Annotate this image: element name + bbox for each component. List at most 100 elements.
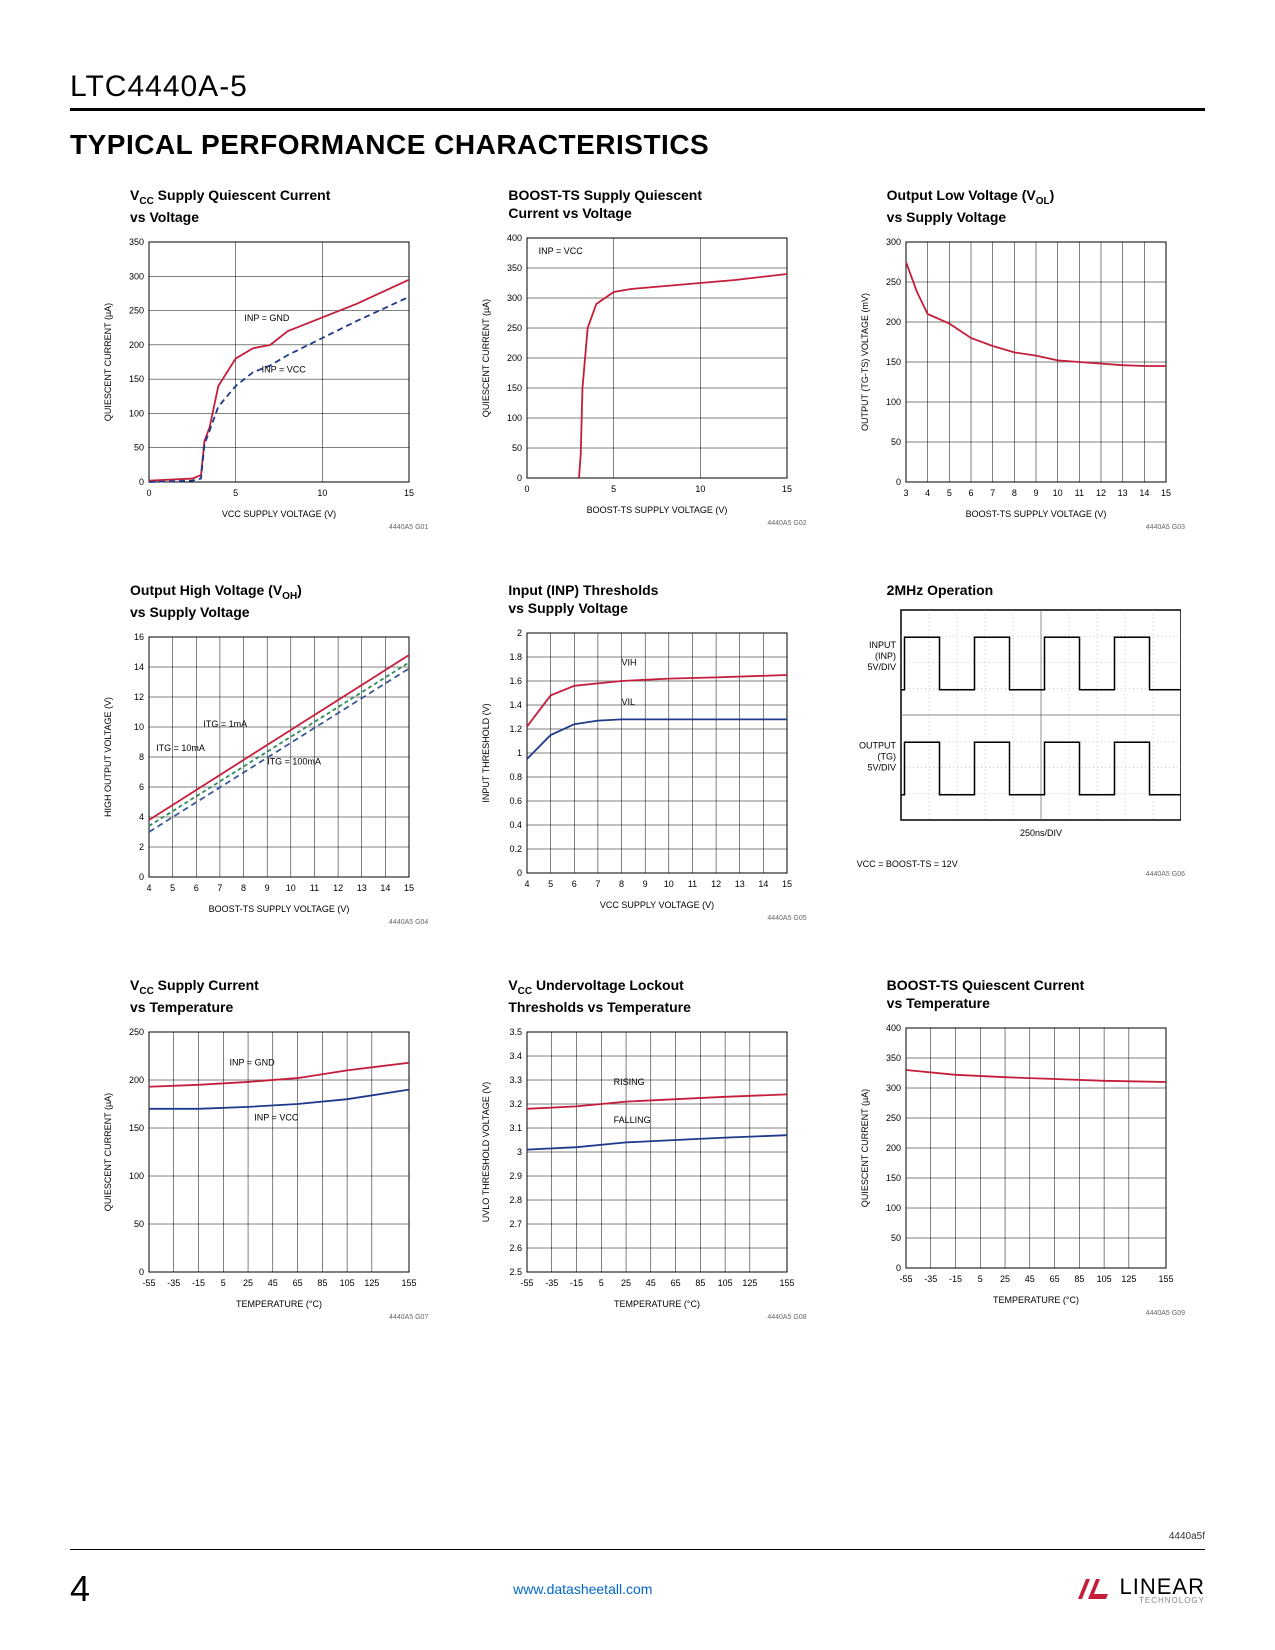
svg-text:350: 350 xyxy=(886,1053,901,1063)
svg-text:INP = VCC: INP = VCC xyxy=(539,246,584,256)
svg-text:0: 0 xyxy=(896,1263,901,1273)
svg-text:RISING: RISING xyxy=(614,1077,645,1087)
svg-text:250: 250 xyxy=(129,1027,144,1037)
svg-text:12: 12 xyxy=(712,879,722,889)
footer: 4 www.datasheetall.com LINEAR TECHNOLOGY xyxy=(70,1568,1205,1610)
svg-text:INP = VCC: INP = VCC xyxy=(254,1112,299,1122)
svg-text:15: 15 xyxy=(404,883,414,893)
chart-c8: -55-35-155254565851051251552.52.62.72.82… xyxy=(477,1022,797,1312)
svg-text:HIGH OUTPUT VOLTAGE (V): HIGH OUTPUT VOLTAGE (V) xyxy=(103,697,113,817)
svg-text:155: 155 xyxy=(780,1278,795,1288)
svg-text:8: 8 xyxy=(1012,488,1017,498)
svg-text:(INP): (INP) xyxy=(875,651,896,661)
svg-text:10: 10 xyxy=(664,879,674,889)
svg-text:65: 65 xyxy=(671,1278,681,1288)
svg-text:250: 250 xyxy=(886,277,901,287)
svg-text:350: 350 xyxy=(507,263,522,273)
svg-text:3.3: 3.3 xyxy=(510,1075,523,1085)
svg-text:105: 105 xyxy=(1096,1274,1111,1284)
svg-text:FALLING: FALLING xyxy=(614,1115,651,1125)
footer-rule xyxy=(70,1549,1205,1550)
svg-text:QUIESCENT CURRENT (µA): QUIESCENT CURRENT (µA) xyxy=(860,1089,870,1207)
chart-title: BOOST-TS Supply QuiescentCurrent vs Volt… xyxy=(508,186,702,222)
svg-text:100: 100 xyxy=(507,413,522,423)
svg-text:0.2: 0.2 xyxy=(510,844,523,854)
svg-text:INPUT: INPUT xyxy=(869,640,897,650)
svg-text:2.8: 2.8 xyxy=(510,1195,523,1205)
svg-text:3.2: 3.2 xyxy=(510,1099,523,1109)
svg-text:-35: -35 xyxy=(546,1278,559,1288)
svg-text:50: 50 xyxy=(134,1219,144,1229)
svg-text:300: 300 xyxy=(886,1083,901,1093)
svg-text:155: 155 xyxy=(1158,1274,1173,1284)
svg-text:12: 12 xyxy=(1096,488,1106,498)
svg-text:150: 150 xyxy=(129,1123,144,1133)
svg-text:15: 15 xyxy=(1161,488,1171,498)
chart-code: 4440A5 G02 xyxy=(458,520,816,527)
chart-cell-c4: Output High Voltage (VOH)vs Supply Volta… xyxy=(80,581,438,926)
chart-cell-c8: VCC Undervoltage LockoutThresholds vs Te… xyxy=(458,976,816,1321)
svg-text:1: 1 xyxy=(517,748,522,758)
svg-text:5V/DIV: 5V/DIV xyxy=(867,763,896,773)
svg-text:125: 125 xyxy=(1121,1274,1136,1284)
svg-text:2.6: 2.6 xyxy=(510,1243,523,1253)
svg-text:200: 200 xyxy=(129,340,144,350)
svg-text:200: 200 xyxy=(507,353,522,363)
svg-text:-55: -55 xyxy=(521,1278,534,1288)
svg-text:QUIESCENT CURRENT (µA): QUIESCENT CURRENT (µA) xyxy=(481,299,491,417)
charts-grid: VCC Supply Quiescent Currentvs Voltage 0 5… xyxy=(70,186,1205,1321)
chart-title: Output High Voltage (VOH)vs Supply Volta… xyxy=(130,581,302,621)
chart-cell-c7: VCC Supply Currentvs Temperature-55-35-1… xyxy=(80,976,438,1321)
svg-text:-35: -35 xyxy=(924,1274,937,1284)
svg-text:10: 10 xyxy=(696,484,706,494)
svg-text:TEMPERATURE (°C): TEMPERATURE (°C) xyxy=(615,1299,701,1309)
chart-code: 4440A5 G06 xyxy=(837,871,1195,878)
svg-text:2.5: 2.5 xyxy=(510,1267,523,1277)
svg-text:0.6: 0.6 xyxy=(510,796,523,806)
svg-text:10: 10 xyxy=(1052,488,1062,498)
svg-text:155: 155 xyxy=(402,1278,417,1288)
footer-link[interactable]: www.datasheetall.com xyxy=(513,1581,652,1597)
svg-text:1.6: 1.6 xyxy=(510,676,523,686)
svg-text:5: 5 xyxy=(612,484,617,494)
svg-text:0.8: 0.8 xyxy=(510,772,523,782)
svg-text:BOOST-TS SUPPLY VOLTAGE (V): BOOST-TS SUPPLY VOLTAGE (V) xyxy=(587,505,728,515)
svg-text:BOOST-TS SUPPLY VOLTAGE (V): BOOST-TS SUPPLY VOLTAGE (V) xyxy=(209,904,350,914)
svg-text:85: 85 xyxy=(696,1278,706,1288)
svg-text:TEMPERATURE (°C): TEMPERATURE (°C) xyxy=(236,1299,322,1309)
svg-text:2.7: 2.7 xyxy=(510,1219,523,1229)
svg-text:13: 13 xyxy=(735,879,745,889)
svg-text:BOOST-TS SUPPLY VOLTAGE (V): BOOST-TS SUPPLY VOLTAGE (V) xyxy=(965,509,1106,519)
chart-code: 4440A5 G01 xyxy=(80,524,438,531)
svg-text:9: 9 xyxy=(643,879,648,889)
svg-text:100: 100 xyxy=(129,1171,144,1181)
chart-c7: -55-35-155254565851051251550501001502002… xyxy=(99,1022,419,1312)
chart-c5: 45678910111213141500.20.40.60.811.21.41.… xyxy=(477,623,797,913)
svg-text:150: 150 xyxy=(129,374,144,384)
svg-text:4: 4 xyxy=(525,879,530,889)
scope-note: VCC = BOOST-TS = 12V xyxy=(857,859,958,869)
chart-title: VCC Supply Quiescent Currentvs Voltage xyxy=(130,186,330,226)
svg-text:OUTPUT (TG-TS) VOLTAGE (mV): OUTPUT (TG-TS) VOLTAGE (mV) xyxy=(860,293,870,431)
svg-text:1.2: 1.2 xyxy=(510,724,523,734)
svg-text:-15: -15 xyxy=(571,1278,584,1288)
chart-code: 4440A5 G03 xyxy=(837,524,1195,531)
svg-text:QUIESCENT CURRENT (µA): QUIESCENT CURRENT (µA) xyxy=(103,303,113,421)
svg-text:8: 8 xyxy=(139,752,144,762)
svg-text:45: 45 xyxy=(268,1278,278,1288)
svg-text:400: 400 xyxy=(886,1023,901,1033)
svg-text:50: 50 xyxy=(891,437,901,447)
svg-text:0: 0 xyxy=(147,488,152,498)
svg-text:45: 45 xyxy=(646,1278,656,1288)
svg-text:(TG): (TG) xyxy=(877,752,896,762)
header-rule xyxy=(70,108,1205,111)
svg-text:UVLO THRESHOLD VOLTAGE (V): UVLO THRESHOLD VOLTAGE (V) xyxy=(481,1082,491,1223)
svg-text:0: 0 xyxy=(139,872,144,882)
chart-code: 4440A5 G09 xyxy=(837,1310,1195,1317)
svg-text:VCC SUPPLY VOLTAGE (V): VCC SUPPLY VOLTAGE (V) xyxy=(600,900,714,910)
svg-text:0: 0 xyxy=(517,868,522,878)
section-title: TYPICAL PERFORMANCE CHARACTERISTICS xyxy=(70,129,1205,161)
svg-text:15: 15 xyxy=(782,484,792,494)
svg-text:0: 0 xyxy=(139,477,144,487)
svg-text:3: 3 xyxy=(903,488,908,498)
